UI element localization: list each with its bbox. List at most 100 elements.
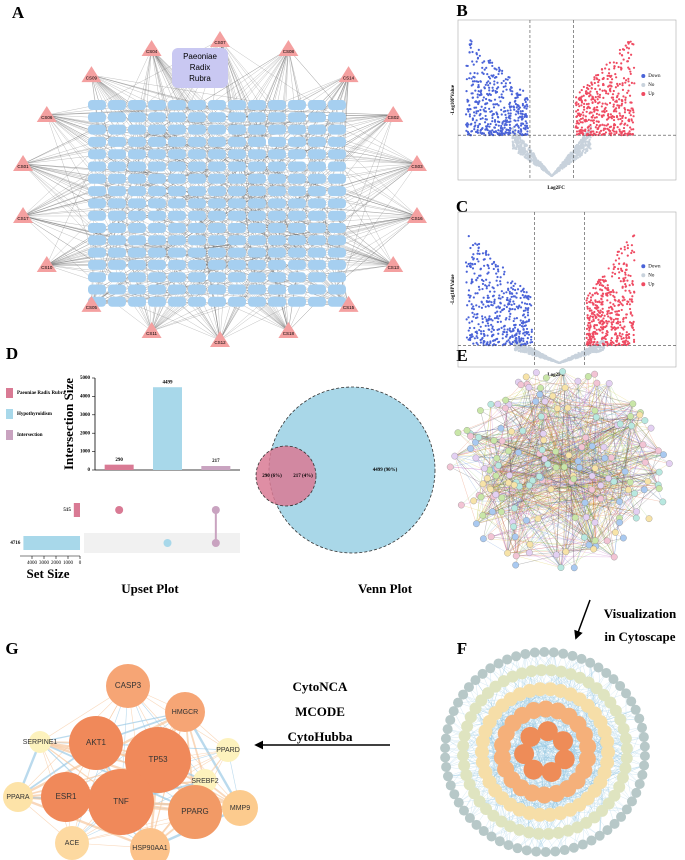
point-up (584, 99, 587, 102)
point-down (475, 101, 479, 104)
point-down (497, 340, 501, 343)
target-node (228, 112, 246, 123)
edge (470, 436, 562, 568)
point-up (624, 98, 627, 101)
point-down (468, 115, 471, 118)
edge (567, 376, 589, 408)
edge (22, 129, 98, 165)
target-node (268, 198, 286, 209)
point-up (608, 61, 612, 64)
target-node (188, 210, 206, 221)
point-down (522, 89, 525, 92)
edge (564, 759, 626, 769)
point-up (593, 76, 596, 79)
edge (336, 215, 418, 278)
point-down (479, 108, 482, 112)
target-node (108, 161, 126, 172)
point-down (471, 243, 475, 247)
point-down (512, 284, 515, 288)
edge (587, 758, 640, 785)
point-down (526, 130, 529, 133)
point-down (504, 85, 507, 88)
point-up (575, 110, 578, 113)
target-node (88, 161, 106, 172)
point-down (504, 119, 507, 122)
point-no (589, 125, 593, 128)
point-no (539, 356, 542, 359)
point-down (483, 334, 486, 337)
edge (544, 458, 586, 503)
point-up (609, 125, 613, 128)
target-node (168, 149, 186, 160)
target-node (168, 223, 186, 233)
point-up (585, 110, 588, 113)
point-no (541, 163, 544, 166)
edge (497, 401, 536, 405)
target-node (328, 186, 346, 197)
target-node (248, 235, 266, 246)
target-node (128, 296, 146, 307)
edge (555, 768, 626, 852)
edge (631, 425, 659, 485)
edge (473, 444, 644, 502)
target-node (328, 149, 346, 160)
point-down (492, 106, 496, 109)
point-up (620, 62, 623, 65)
point-up (633, 82, 636, 85)
edge (463, 787, 522, 811)
point-no (525, 153, 528, 156)
edge (336, 114, 394, 302)
point-no (583, 137, 586, 140)
target-node (108, 296, 126, 307)
edge (550, 471, 660, 490)
target-node (128, 284, 146, 295)
point-no (578, 150, 581, 154)
point-down (477, 90, 480, 93)
compound-node (338, 295, 359, 312)
point-down (501, 121, 504, 124)
point-down (524, 294, 527, 298)
point-no (582, 143, 585, 146)
point-up (575, 115, 578, 118)
point-up (598, 132, 601, 135)
point-down (504, 78, 507, 81)
edge (496, 384, 528, 468)
point-up (602, 82, 605, 86)
compound-label: CS18 (283, 331, 295, 336)
edge (176, 301, 221, 341)
point-up (615, 96, 619, 99)
point-up (587, 125, 590, 128)
point-up (628, 132, 631, 136)
point-up (621, 84, 624, 87)
target-node (268, 136, 286, 147)
point-down (514, 288, 517, 292)
point-down (517, 307, 520, 310)
target-node (268, 100, 286, 110)
compound-node (81, 295, 102, 312)
point-no (549, 173, 552, 176)
point-up (592, 119, 595, 122)
point-up (621, 88, 625, 91)
point-down (505, 305, 508, 309)
target-node (188, 259, 206, 270)
target-node (308, 284, 326, 295)
compound-label: CS10 (41, 265, 53, 270)
point-no (577, 142, 580, 145)
target-node (88, 149, 106, 160)
point-down (465, 336, 469, 339)
edge (550, 482, 631, 490)
target-node (88, 284, 106, 295)
point-down (468, 77, 471, 80)
target-node (168, 136, 186, 147)
edge (578, 461, 660, 473)
point-down (502, 79, 505, 83)
point-down (494, 91, 498, 94)
target-node (208, 284, 226, 295)
point-down (465, 90, 468, 93)
edge (521, 762, 608, 788)
point-up (608, 101, 612, 105)
point-down (476, 126, 480, 129)
point-down (499, 100, 502, 103)
point-up (627, 80, 630, 83)
point-up (623, 123, 626, 126)
